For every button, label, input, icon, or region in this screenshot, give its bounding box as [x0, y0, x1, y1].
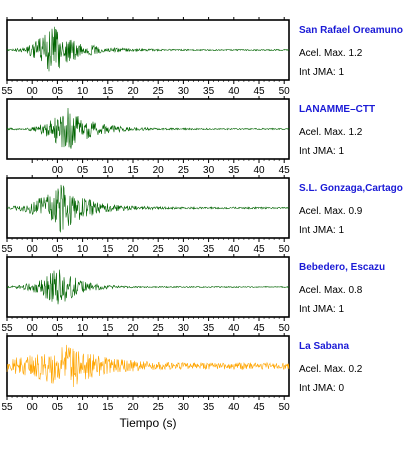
- x-tick-label: 50: [279, 244, 291, 255]
- x-tick-label: 05: [52, 244, 64, 255]
- x-tick-label: 05: [52, 86, 64, 97]
- x-tick-label: 05: [77, 165, 89, 176]
- x-tick-label: 05: [52, 323, 64, 334]
- x-tick-label: 55: [1, 86, 13, 97]
- x-tick-label: 05: [52, 402, 64, 413]
- x-tick-label: 15: [102, 402, 114, 413]
- x-tick-label: 20: [127, 86, 139, 97]
- x-tick-label: 30: [178, 244, 190, 255]
- station-name: LANAMME–CTT: [299, 104, 375, 115]
- x-tick-label: 15: [127, 165, 139, 176]
- x-tick-label: 55: [1, 244, 13, 255]
- x-tick-label: 15: [102, 323, 114, 334]
- x-tick-label: 25: [153, 402, 165, 413]
- waveform-trace: [6, 107, 290, 149]
- jma-intensity: Int JMA: 1: [299, 146, 344, 157]
- x-tick-label: 25: [153, 86, 165, 97]
- jma-intensity: Int JMA: 1: [299, 67, 344, 78]
- panel-2: 00 05 10 15 20 25 30 35 40 45 LANAMME–CTT Acel. Max…: [6, 96, 375, 176]
- x-tick-label: 20: [127, 402, 139, 413]
- station-name: La Sabana: [299, 341, 349, 352]
- max-acceleration: Acel. Max. 0.2: [299, 364, 363, 375]
- x-tick-label: 00: [27, 244, 39, 255]
- x-tick-label: 45: [253, 86, 265, 97]
- x-tick-label: 40: [228, 402, 240, 413]
- x-tick-label: 00: [52, 165, 64, 176]
- x-tick-label: 25: [178, 165, 190, 176]
- max-acceleration: Acel. Max. 0.8: [299, 285, 363, 296]
- x-tick-label: 50: [279, 402, 291, 413]
- jma-intensity: Int JMA: 1: [299, 225, 344, 236]
- x-tick-label: 50: [279, 86, 291, 97]
- waveform-trace: [6, 269, 289, 305]
- x-tick-label: 15: [102, 86, 114, 97]
- x-tick-label: 30: [203, 165, 215, 176]
- max-acceleration: Acel. Max. 0.9: [299, 206, 363, 217]
- x-tick-label: 20: [153, 165, 165, 176]
- x-tick-label: 40: [228, 323, 240, 334]
- x-tick-label: 50: [279, 323, 291, 334]
- station-name: Bebedero, Escazu: [299, 262, 385, 273]
- x-tick-label: 10: [77, 86, 89, 97]
- x-tick-label: 40: [228, 86, 240, 97]
- panel-1: 55 00 05 10 15 20 25 30 35 40 45 50 San Rafael Oream…: [1, 17, 403, 97]
- panel-3: 55 00 05 10 15 20 25 30 35 40 45 50 S.L. Gonzaga,Car…: [1, 175, 403, 255]
- x-tick-label: 45: [253, 244, 265, 255]
- x-tick-label: 00: [27, 323, 39, 334]
- x-tick-label: 15: [102, 244, 114, 255]
- x-tick-label: 30: [178, 402, 190, 413]
- x-tick-label: 40: [253, 165, 265, 176]
- x-tick-label: 00: [27, 86, 39, 97]
- panel-4: 55 00 05 10 15 20 25 30 35 40 45 50 Bebedero, Escazu…: [1, 254, 385, 334]
- max-acceleration: Acel. Max. 1.2: [299, 48, 363, 59]
- x-tick-label: 35: [203, 86, 215, 97]
- x-tick-label: 55: [1, 323, 13, 334]
- x-tick-label: 10: [77, 323, 89, 334]
- x-tick-label: 45: [253, 323, 265, 334]
- x-tick-label: 10: [102, 165, 114, 176]
- waveform-trace: [6, 344, 290, 388]
- waveform-trace: [6, 26, 290, 72]
- x-tick-label: 00: [27, 402, 39, 413]
- waveform-trace: [7, 184, 290, 233]
- x-axis-title: Tiempo (s): [120, 416, 177, 430]
- x-tick-label: 10: [77, 244, 89, 255]
- x-tick-label: 55: [1, 402, 13, 413]
- max-acceleration: Acel. Max. 1.2: [299, 127, 363, 138]
- x-tick-label: 10: [77, 402, 89, 413]
- x-tick-label: 25: [153, 244, 165, 255]
- panel-5: 55 00 05 10 15 20 25 30 35 40 45 50 La Sabana Acel. M…: [1, 333, 363, 413]
- jma-intensity: Int JMA: 0: [299, 383, 344, 394]
- x-tick-label: 45: [253, 402, 265, 413]
- x-tick-label: 25: [153, 323, 165, 334]
- x-tick-label: 35: [203, 244, 215, 255]
- x-tick-label: 45: [279, 165, 291, 176]
- x-tick-label: 40: [228, 244, 240, 255]
- x-tick-label: 35: [228, 165, 240, 176]
- station-name: S.L. Gonzaga,Cartago: [299, 183, 403, 194]
- x-tick-label: 35: [203, 323, 215, 334]
- x-tick-label: 20: [127, 244, 139, 255]
- jma-intensity: Int JMA: 1: [299, 304, 344, 315]
- x-tick-label: 35: [203, 402, 215, 413]
- x-tick-label: 30: [178, 86, 190, 97]
- x-tick-label: 30: [178, 323, 190, 334]
- station-name: San Rafael Oreamuno: [299, 25, 403, 36]
- x-tick-label: 20: [127, 323, 139, 334]
